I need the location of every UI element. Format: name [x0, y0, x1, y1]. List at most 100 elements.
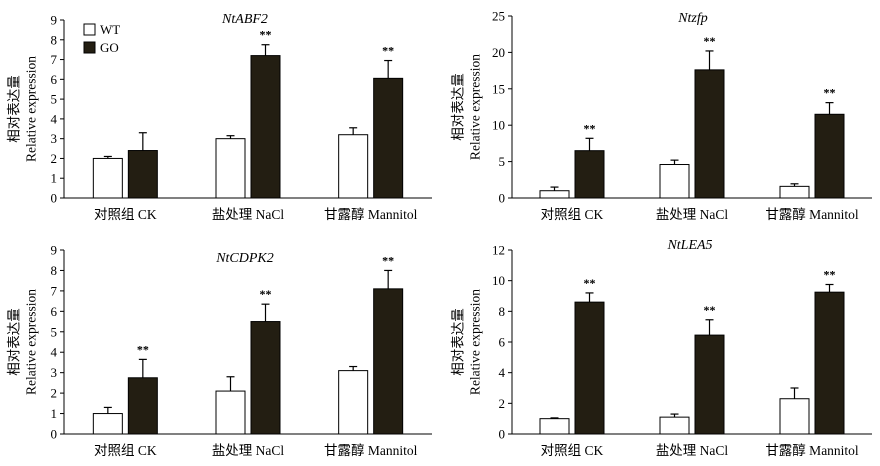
significance-marker: ** [584, 121, 596, 135]
chart-title: NtABF2 [221, 12, 268, 27]
y-tick-label: 2 [51, 386, 58, 401]
bar-go-0 [574, 150, 605, 199]
bar-go-0 [574, 301, 605, 435]
x-category-label: 甘露醇 Mannitol [765, 206, 859, 222]
y-tick-label: 2 [51, 151, 58, 166]
significance-marker: ** [704, 34, 716, 48]
y-tick-label: 3 [51, 131, 58, 146]
bar-go-2 [814, 113, 845, 199]
chart-title: Ntzfp [677, 11, 708, 26]
significance-marker: ** [137, 342, 149, 356]
chart-panel-0: 0 1 2 3 4 5 6 7 8 9 相对表达量 Relative expression NtABF2… [7, 12, 432, 222]
y-tick-label: 1 [51, 171, 58, 186]
y-axis-label-cn: 相对表达量 [7, 75, 22, 143]
bar-wt-1 [659, 416, 690, 435]
y-axis-label-en: Relative expression [24, 56, 39, 162]
bar-go-2 [373, 288, 404, 435]
bar-go-1 [250, 321, 281, 435]
chart-title: NtCDPK2 [215, 251, 274, 266]
y-tick-label: 10 [492, 273, 505, 288]
y-tick-label: 5 [51, 324, 58, 339]
bar-go-2 [814, 291, 845, 435]
y-tick-label: 15 [492, 81, 505, 96]
y-tick-label: 4 [51, 345, 58, 360]
significance-marker: ** [584, 276, 596, 290]
x-category-label: 对照组 CK [94, 443, 157, 458]
y-tick-label: 7 [51, 52, 58, 67]
y-tick-label: 4 [51, 111, 58, 126]
bar-go-1 [694, 334, 725, 435]
legend-label-go: GO [100, 40, 119, 55]
significance-marker: ** [382, 44, 394, 58]
bar-wt-1 [659, 164, 690, 199]
bar-go-1 [694, 69, 725, 199]
y-axis-label-en: Relative expression [468, 289, 483, 395]
bar-go-0 [127, 377, 158, 435]
y-tick-label: 0 [499, 191, 506, 206]
bar-go-0 [127, 150, 158, 199]
y-tick-label: 2 [499, 396, 506, 411]
y-tick-label: 0 [51, 191, 58, 206]
chart-panel-1: 0 5 10 15 20 25 相对表达量 Relative expression Ntzfp *… [451, 9, 872, 222]
bar-wt-1 [215, 138, 246, 199]
bar-wt-2 [779, 185, 810, 199]
y-tick-label: 9 [51, 13, 58, 28]
significance-marker: ** [824, 268, 836, 282]
significance-marker: ** [260, 28, 272, 42]
legend-swatch-go [83, 41, 96, 54]
y-axis-label-en: Relative expression [468, 54, 483, 160]
bar-wt-0 [92, 157, 123, 199]
y-tick-label: 6 [51, 304, 58, 319]
bar-wt-0 [539, 418, 570, 435]
significance-marker: ** [260, 287, 272, 301]
x-category-label: 盐处理 NaCl [656, 207, 729, 222]
y-tick-label: 6 [499, 335, 506, 350]
chart-panel-3: 0 2 4 6 8 10 12 相对表达量 Relative expression NtLEA5 *… [451, 238, 872, 458]
chart-title: NtLEA5 [666, 238, 712, 253]
bar-wt-2 [338, 134, 369, 199]
y-tick-label: 6 [51, 72, 58, 87]
bar-go-1 [250, 55, 281, 199]
x-category-label: 对照组 CK [94, 207, 157, 222]
y-tick-label: 8 [499, 304, 506, 319]
y-tick-label: 3 [51, 365, 58, 380]
bar-wt-2 [338, 370, 369, 435]
y-tick-label: 5 [51, 92, 58, 107]
legend-label-wt: WT [100, 22, 120, 37]
y-tick-label: 20 [492, 45, 505, 60]
y-tick-label: 7 [51, 283, 58, 298]
bar-go-2 [373, 77, 404, 199]
x-category-label: 甘露醇 Mannitol [324, 206, 418, 222]
y-tick-label: 0 [499, 427, 506, 442]
y-tick-label: 8 [51, 32, 58, 47]
significance-marker: ** [382, 253, 394, 267]
y-tick-label: 25 [492, 9, 505, 24]
legend-swatch-wt [83, 23, 96, 36]
y-tick-label: 8 [51, 263, 58, 278]
legend: WT GO [83, 22, 120, 55]
y-axis-label-en: Relative expression [24, 289, 39, 395]
x-category-label: 盐处理 NaCl [212, 207, 285, 222]
y-tick-label: 0 [51, 427, 58, 442]
y-tick-label: 1 [51, 406, 58, 421]
x-category-label: 对照组 CK [541, 443, 604, 458]
bar-wt-0 [92, 413, 123, 435]
x-category-label: 甘露醇 Mannitol [765, 442, 859, 458]
y-tick-label: 4 [499, 365, 506, 380]
y-axis-label-cn: 相对表达量 [451, 73, 466, 141]
significance-marker: ** [824, 86, 836, 100]
bar-wt-1 [215, 390, 246, 435]
y-tick-label: 5 [499, 154, 506, 169]
y-tick-label: 12 [492, 243, 505, 258]
y-tick-label: 9 [51, 243, 58, 258]
significance-marker: ** [704, 303, 716, 317]
x-category-label: 对照组 CK [541, 207, 604, 222]
y-axis-label-cn: 相对表达量 [451, 308, 466, 376]
chart-panel-2: 0 1 2 3 4 5 6 7 8 9 相对表达量 Relative expression NtCDPK… [7, 243, 432, 458]
x-category-label: 盐处理 NaCl [656, 443, 729, 458]
bar-wt-2 [779, 398, 810, 435]
x-category-label: 甘露醇 Mannitol [324, 442, 418, 458]
y-tick-label: 10 [492, 118, 505, 133]
x-category-label: 盐处理 NaCl [212, 443, 285, 458]
